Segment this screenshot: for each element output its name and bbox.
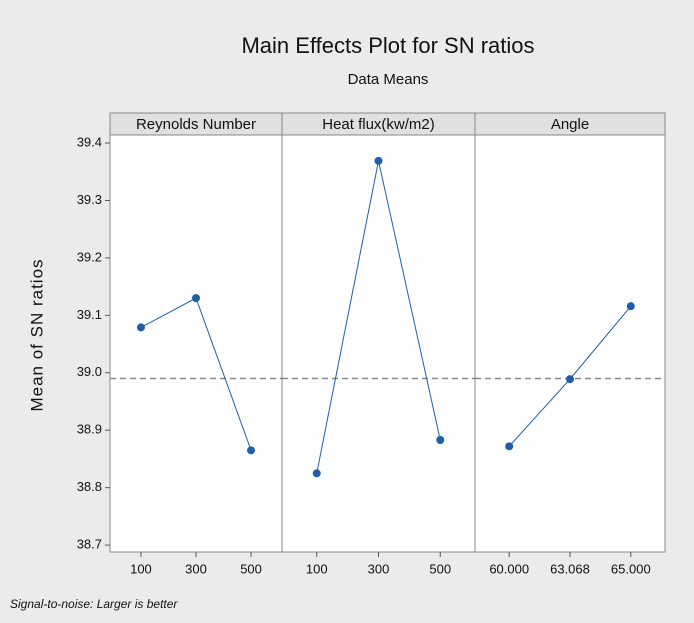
x-tick-label: 100: [306, 561, 328, 576]
point: [136, 323, 145, 332]
y-tick-label: 39.4: [77, 134, 102, 149]
y-tick-label: 38.9: [77, 422, 102, 437]
x-tick-label: 300: [185, 561, 207, 576]
y-tick-label: 39.3: [77, 192, 102, 207]
x-tick-label: 300: [368, 561, 390, 576]
footnote: Signal-to-noise: Larger is better: [10, 597, 178, 611]
point: [374, 156, 383, 165]
x-tick-label: 500: [429, 561, 451, 576]
x-tick-label: 100: [130, 561, 152, 576]
x-tick-label: 60.000: [489, 561, 529, 576]
point: [247, 446, 256, 455]
x-tick-label: 65.000: [611, 561, 651, 576]
y-tick-label: 38.7: [77, 537, 102, 552]
panel-title: Angle: [551, 116, 589, 133]
panel-title: Reynolds Number: [136, 116, 256, 133]
x-tick-label: 63.068: [550, 561, 590, 576]
panel-header: [474, 112, 666, 136]
point: [436, 435, 445, 444]
plot-area: [109, 134, 666, 553]
y-tick-label: 39.2: [77, 249, 102, 264]
chart-subtitle: Data Means: [348, 71, 429, 88]
point: [626, 302, 635, 311]
x-tick-label: 500: [240, 561, 262, 576]
y-tick-label: 39.0: [77, 364, 102, 379]
chart-title: Main Effects Plot for SN ratios: [241, 33, 534, 58]
point: [505, 442, 514, 451]
y-axis-label: Mean of SN ratios: [27, 258, 46, 411]
point: [192, 294, 200, 303]
panel-title: Heat flux(kw/m2): [322, 116, 435, 133]
y-tick-label: 38.8: [77, 479, 102, 494]
point: [312, 469, 321, 478]
point: [566, 375, 574, 384]
y-tick-label: 39.1: [77, 307, 102, 322]
